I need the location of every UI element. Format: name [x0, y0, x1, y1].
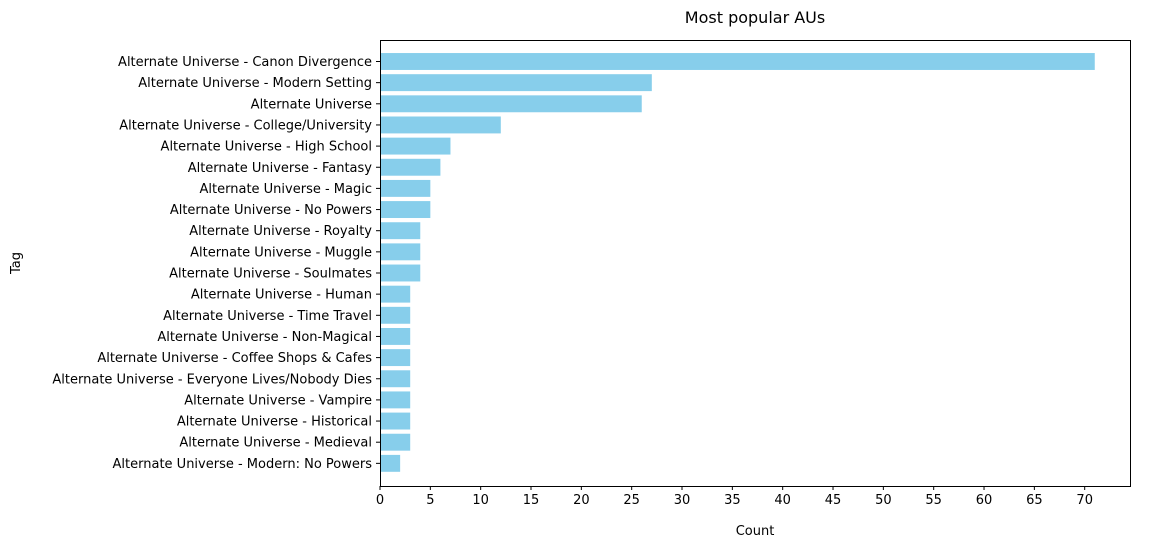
- bar: [380, 306, 411, 324]
- y-tick-label: Alternate Universe - Modern Setting: [138, 76, 372, 91]
- x-tick-label: 30: [674, 493, 691, 508]
- bar: [380, 285, 411, 303]
- x-tick-label: 65: [1026, 493, 1043, 508]
- x-tick-label: 25: [623, 493, 640, 508]
- x-tick-label: 55: [925, 493, 942, 508]
- bar: [380, 222, 421, 240]
- y-tick-label: Alternate Universe - Canon Divergence: [118, 55, 372, 70]
- x-tick-label: 20: [573, 493, 590, 508]
- bar: [380, 370, 411, 388]
- y-tick-label: Alternate Universe - Everyone Lives/Nobo…: [52, 372, 372, 387]
- bar: [380, 116, 501, 134]
- y-tick-label: Alternate Universe - College/University: [119, 118, 372, 133]
- bar: [380, 327, 411, 345]
- y-tick-label: Alternate Universe - Muggle: [190, 245, 372, 260]
- x-axis-title: Count: [736, 524, 775, 539]
- bar: [380, 158, 441, 176]
- y-tick-label: Alternate Universe - Royalty: [189, 224, 372, 239]
- bar: [380, 179, 431, 197]
- y-tick-label: Alternate Universe: [251, 97, 372, 112]
- x-tick-label: 70: [1076, 493, 1093, 508]
- y-tick-label: Alternate Universe - Modern: No Powers: [113, 457, 373, 472]
- x-tick-label: 50: [875, 493, 892, 508]
- bar: [380, 243, 421, 261]
- plot-frame: [380, 40, 1131, 487]
- y-tick-label: Alternate Universe - Soulmates: [169, 267, 372, 282]
- y-tick-label: Alternate Universe - Vampire: [184, 393, 372, 408]
- y-tick-label: Alternate Universe - Non-Magical: [157, 330, 372, 345]
- y-tick-label: Alternate Universe - Historical: [177, 415, 372, 430]
- y-tick-label: Alternate Universe - Human: [191, 288, 372, 303]
- x-tick-label: 35: [724, 493, 741, 508]
- bars-layer: [380, 53, 1095, 472]
- y-axis-ticks: Alternate Universe - Canon Divergence Alt…: [52, 55, 380, 472]
- chart-title: Most popular AUs: [685, 8, 825, 27]
- bar: [380, 391, 411, 409]
- bar: [380, 412, 411, 430]
- y-tick-label: Alternate Universe - Medieval: [179, 436, 372, 451]
- y-tick-label: Alternate Universe - No Powers: [170, 203, 372, 218]
- y-tick-label: Alternate Universe - Fantasy: [188, 161, 373, 176]
- x-tick-label: 60: [976, 493, 993, 508]
- bar: [380, 264, 421, 282]
- y-tick-label: Alternate Universe - Coffee Shops & Cafe…: [97, 351, 372, 366]
- bar: [380, 454, 401, 472]
- x-tick-label: 45: [825, 493, 842, 508]
- y-tick-label: Alternate Universe - High School: [161, 140, 372, 155]
- x-tick-label: 10: [472, 493, 489, 508]
- x-tick-label: 5: [426, 493, 434, 508]
- bar: [380, 74, 652, 92]
- x-axis-ticks: 0 5 10 15 20 25 30 35 40 45 50 55 60 65 70: [376, 486, 1093, 508]
- bar: [380, 349, 411, 367]
- y-tick-label: Alternate Universe - Magic: [200, 182, 372, 197]
- x-tick-label: 40: [774, 493, 791, 508]
- bar: [380, 433, 411, 451]
- x-tick-label: 15: [523, 493, 540, 508]
- bar: [380, 201, 431, 219]
- bar: [380, 95, 642, 113]
- y-tick-label: Alternate Universe - Time Travel: [163, 309, 372, 324]
- x-tick-label: 0: [376, 493, 384, 508]
- y-axis-title: Tag: [9, 252, 24, 275]
- bar: [380, 137, 451, 155]
- bar: [380, 53, 1095, 70]
